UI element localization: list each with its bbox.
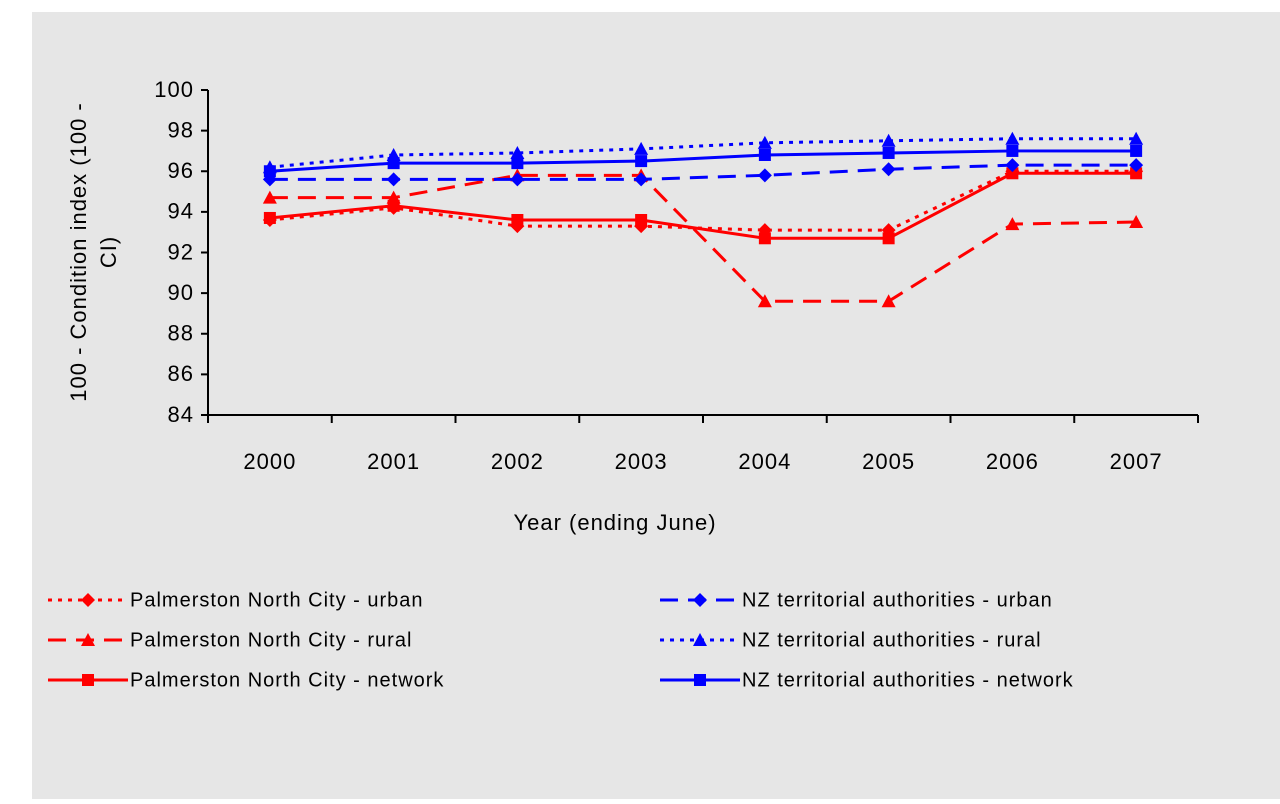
data-point bbox=[635, 214, 648, 226]
data-point bbox=[635, 155, 648, 168]
x-tick-label: 2006 bbox=[986, 449, 1039, 474]
data-point bbox=[1005, 158, 1020, 173]
data-point bbox=[263, 165, 276, 178]
series-line bbox=[269, 171, 1137, 240]
legend-label: NZ territorial authorities - urban bbox=[742, 589, 1053, 611]
data-point bbox=[511, 157, 524, 170]
legend-marker bbox=[81, 593, 95, 607]
chart-background bbox=[32, 12, 1280, 799]
data-point bbox=[1005, 217, 1020, 231]
y-tick-label: 92 bbox=[168, 239, 194, 264]
legend-label: Palmerston North City - urban bbox=[130, 589, 424, 611]
x-tick-label: 2000 bbox=[243, 449, 296, 474]
data-point bbox=[634, 141, 649, 155]
data-point bbox=[1130, 144, 1143, 157]
y-tick-label: 98 bbox=[168, 117, 194, 142]
legend-marker bbox=[82, 674, 94, 686]
x-tick-label: 2005 bbox=[862, 449, 915, 474]
legend-marker bbox=[694, 674, 706, 686]
data-point bbox=[1129, 131, 1144, 145]
data-point bbox=[386, 172, 401, 187]
legend-marker bbox=[693, 633, 707, 646]
x-axis-label: Year (ending June) bbox=[513, 510, 716, 535]
data-point bbox=[758, 232, 771, 245]
series-line bbox=[269, 137, 1137, 169]
data-point bbox=[757, 135, 772, 149]
x-tick-label: 2004 bbox=[738, 449, 791, 474]
data-point bbox=[881, 133, 896, 147]
legend-label: Palmerston North City - network bbox=[130, 669, 444, 691]
data-point bbox=[757, 294, 772, 308]
data-point bbox=[387, 199, 400, 212]
data-point bbox=[1006, 167, 1019, 180]
data-point bbox=[634, 172, 649, 187]
y-tick-label: 86 bbox=[168, 361, 194, 386]
data-point bbox=[510, 145, 525, 159]
x-tick-label: 2003 bbox=[615, 449, 668, 474]
y-tick-label: 84 bbox=[168, 402, 194, 427]
data-point bbox=[1129, 158, 1144, 173]
data-point bbox=[263, 211, 276, 224]
legend-marker bbox=[81, 633, 95, 646]
data-point bbox=[882, 146, 895, 159]
data-point bbox=[1006, 144, 1019, 157]
series-line bbox=[269, 163, 1137, 181]
data-point bbox=[757, 168, 772, 183]
data-point bbox=[1129, 215, 1144, 229]
legend-label: Palmerston North City - rural bbox=[130, 629, 412, 651]
x-tick-label: 2002 bbox=[491, 449, 544, 474]
legend-label: NZ territorial authorities - network bbox=[742, 669, 1074, 691]
data-point bbox=[881, 162, 896, 177]
y-tick-label: 100 bbox=[154, 77, 194, 102]
y-tick-label: 90 bbox=[168, 280, 194, 305]
x-tick-label: 2001 bbox=[367, 449, 420, 474]
y-tick-label: 88 bbox=[168, 321, 194, 346]
series-line bbox=[269, 149, 1137, 173]
data-point bbox=[882, 232, 895, 245]
data-point bbox=[262, 190, 277, 204]
data-point bbox=[1005, 131, 1020, 145]
y-axis-label: CI) bbox=[96, 236, 121, 268]
y-tick-label: 96 bbox=[168, 158, 194, 183]
series-line bbox=[269, 173, 1137, 303]
data-point bbox=[758, 149, 771, 161]
data-point bbox=[1130, 167, 1143, 180]
y-tick-label: 94 bbox=[168, 199, 194, 224]
data-point bbox=[511, 214, 524, 226]
y-axis-label: 100 - Condition index (100 - bbox=[66, 102, 91, 402]
legend-marker bbox=[693, 593, 707, 607]
data-point bbox=[510, 172, 525, 187]
data-point bbox=[387, 157, 400, 170]
data-point bbox=[881, 294, 896, 308]
legend-label: NZ territorial authorities - rural bbox=[742, 629, 1042, 651]
x-tick-label: 2007 bbox=[1110, 449, 1163, 474]
